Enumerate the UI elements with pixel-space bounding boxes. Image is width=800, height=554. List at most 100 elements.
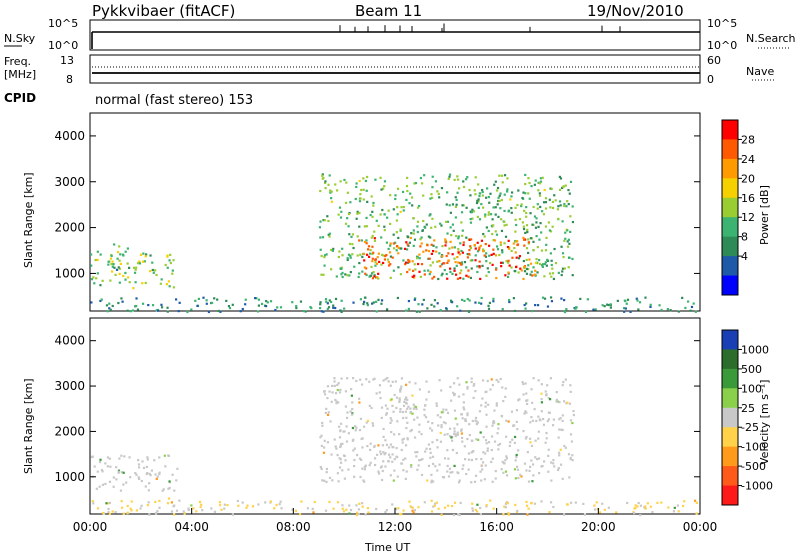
echo-cell	[112, 476, 115, 479]
echo-cell	[122, 274, 125, 278]
echo-cell	[156, 475, 159, 478]
echo-cell	[449, 267, 452, 270]
echo-cell	[550, 187, 553, 191]
echo-cell	[514, 503, 517, 507]
echo-cell	[572, 413, 576, 417]
echo-cell	[439, 222, 442, 225]
echo-cell	[527, 264, 530, 267]
echo-cell	[491, 424, 494, 427]
echo-cell	[389, 194, 392, 197]
echo-cell	[326, 215, 329, 218]
echo-cell	[493, 421, 496, 424]
echo-cell	[525, 500, 528, 504]
echo-cell	[545, 394, 548, 397]
echo-cell	[447, 475, 451, 478]
echo-cell	[371, 234, 374, 238]
echo-cell	[551, 225, 554, 228]
echo-cell	[460, 249, 463, 253]
echo-cell	[328, 232, 331, 235]
echo-cell	[430, 473, 433, 476]
echo-cell	[210, 301, 214, 305]
echo-cell	[566, 200, 569, 203]
echo-cell	[541, 210, 544, 213]
echo-cell	[545, 243, 548, 246]
echo-cell	[124, 250, 127, 253]
echo-cell	[456, 256, 459, 259]
echo-cell	[544, 207, 548, 210]
echo-cell	[629, 310, 632, 313]
echo-cell	[563, 444, 566, 448]
echo-cell	[195, 510, 198, 513]
echo-cell	[455, 198, 458, 202]
echo-cell	[519, 473, 522, 477]
echo-cell	[371, 422, 374, 425]
echo-cell	[399, 390, 402, 393]
echo-cell	[470, 211, 474, 214]
echo-cell	[545, 431, 548, 435]
echo-cell	[405, 241, 408, 244]
echo-cell	[449, 211, 453, 214]
echo-cell	[387, 209, 390, 212]
echo-cell	[359, 298, 363, 301]
echo-cell	[389, 276, 392, 279]
echo-cell	[401, 438, 404, 441]
echo-cell	[409, 505, 412, 508]
echo-cell	[351, 377, 355, 380]
echo-cell	[358, 225, 361, 228]
date-title: 19/Nov/2010	[587, 2, 684, 20]
echo-cell	[595, 501, 598, 504]
echo-cell	[358, 200, 362, 203]
echo-cell	[365, 216, 368, 220]
echo-cell	[503, 505, 506, 508]
echo-cell	[532, 266, 535, 269]
echo-cell	[408, 260, 411, 264]
echo-cell	[558, 451, 561, 454]
echo-cell	[151, 268, 154, 272]
echo-cell	[396, 296, 399, 300]
echo-cell	[323, 254, 327, 257]
echo-cell	[514, 206, 517, 209]
echo-cell	[443, 457, 447, 460]
echo-cell	[478, 265, 481, 268]
echo-cell	[377, 272, 380, 275]
echo-cell	[156, 510, 159, 513]
echo-cell	[374, 258, 377, 262]
echo-cell	[462, 180, 465, 183]
echo-cell	[399, 410, 402, 413]
echo-cell	[170, 501, 173, 504]
echo-cell	[423, 408, 426, 411]
echo-cell	[457, 248, 460, 251]
echo-cell	[465, 178, 468, 181]
colorbar-frame	[721, 119, 739, 296]
echo-cell	[497, 380, 500, 383]
echo-cell	[352, 301, 355, 304]
echo-cell	[125, 481, 128, 484]
echo-cell	[149, 474, 152, 477]
echo-cell	[536, 245, 539, 249]
echo-cell	[400, 512, 403, 516]
echo-cell	[139, 507, 142, 510]
echo-cell	[414, 451, 417, 454]
echo-cell	[348, 274, 351, 277]
echo-cell	[341, 275, 344, 279]
echo-cell	[535, 221, 538, 224]
echo-cell	[126, 511, 130, 514]
echo-cell	[219, 504, 222, 507]
echo-cell	[168, 486, 171, 490]
echo-cell	[488, 261, 492, 265]
colorbar-tick-label: 500	[741, 363, 762, 376]
echo-cell	[451, 301, 454, 304]
echo-cell	[328, 174, 331, 177]
echo-cell	[343, 307, 346, 310]
echo-cell	[192, 507, 195, 510]
echo-cell	[473, 382, 476, 386]
echo-cell	[534, 304, 537, 307]
echo-cell	[361, 446, 364, 449]
echo-cell	[335, 275, 338, 278]
echo-cell	[365, 267, 368, 270]
echo-cell	[497, 423, 500, 426]
ytick-label: 4000	[54, 334, 85, 348]
echo-cell	[449, 385, 452, 389]
echo-cell	[494, 180, 497, 183]
